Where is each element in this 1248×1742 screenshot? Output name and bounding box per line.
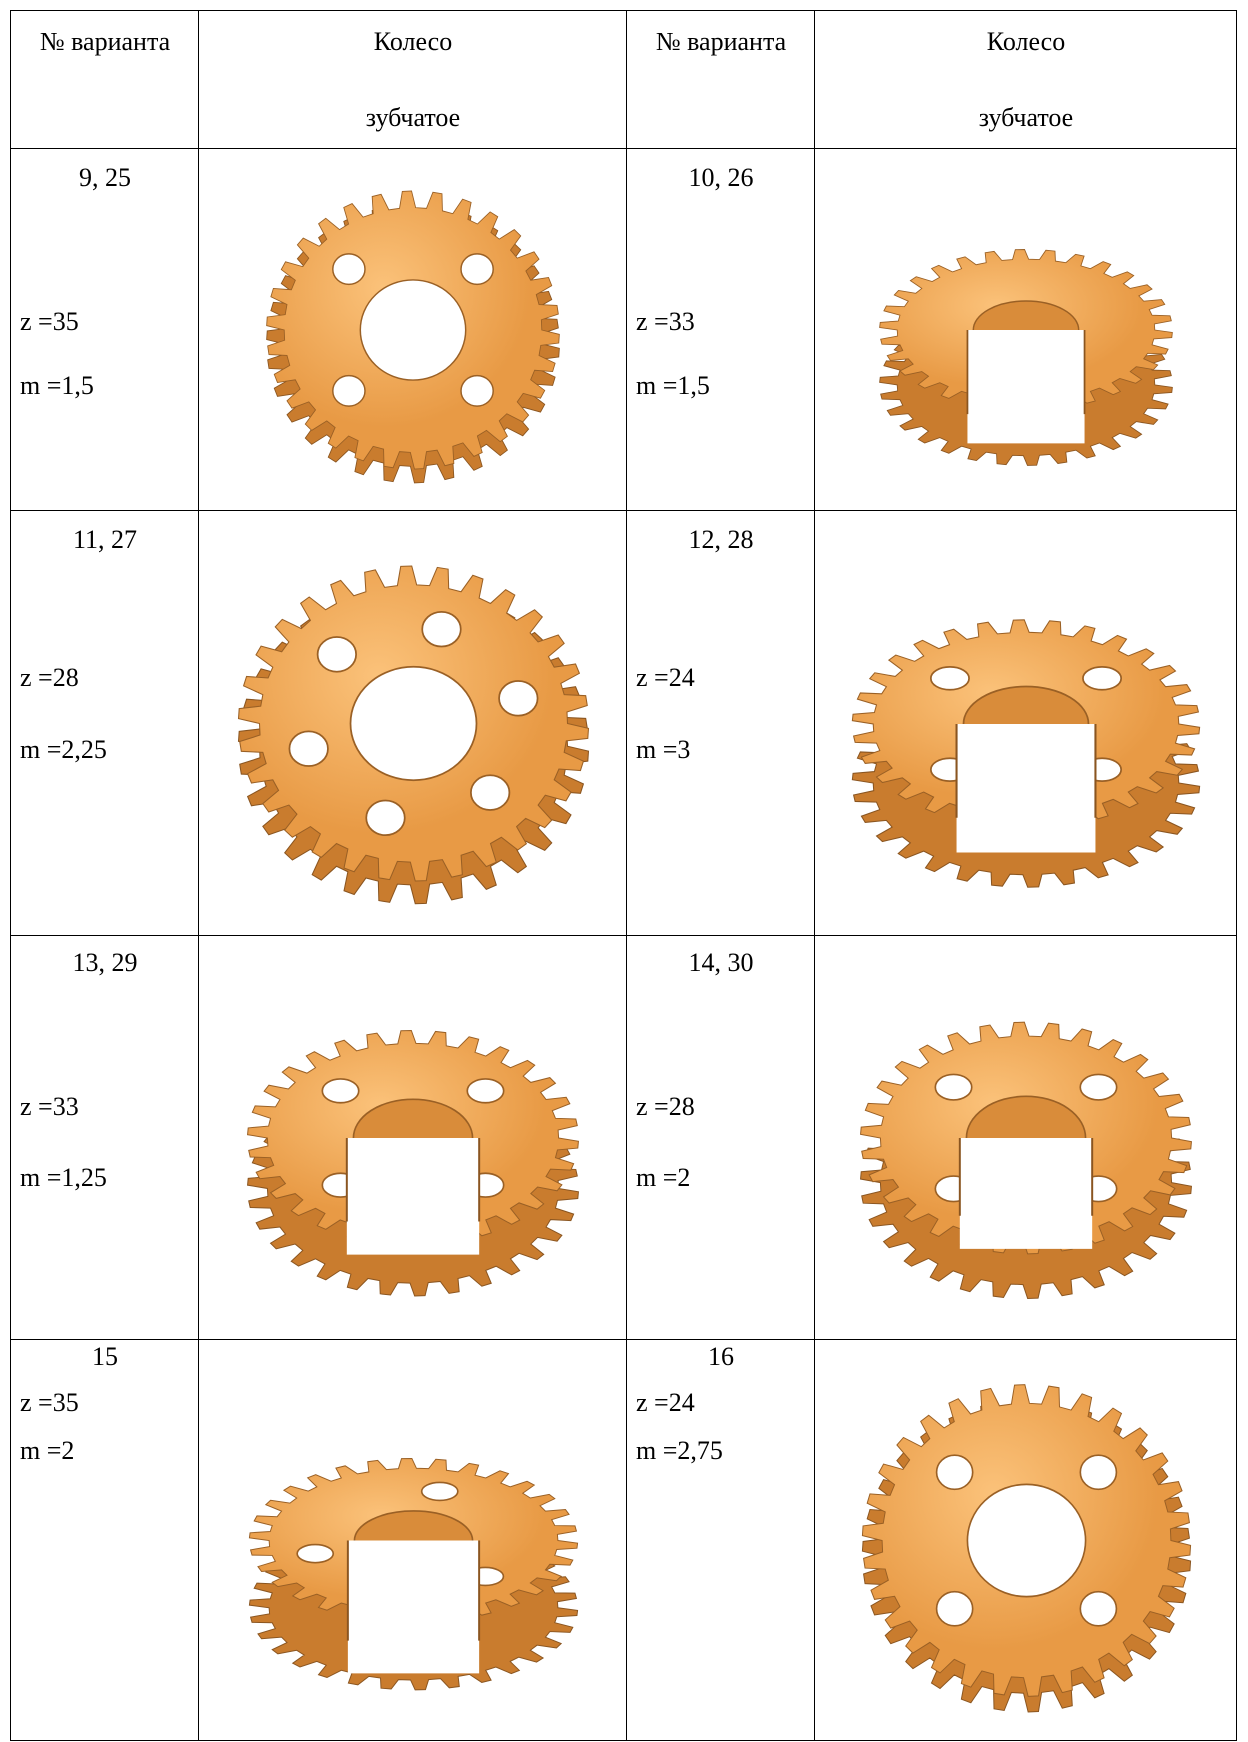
variant-number: 14, 30 bbox=[627, 948, 815, 978]
variant-number: 12, 28 bbox=[627, 525, 815, 555]
gear-image bbox=[844, 956, 1208, 1320]
module-m: m =2 bbox=[20, 1436, 74, 1466]
table-cell bbox=[626, 935, 815, 1340]
module-z: z =33 bbox=[636, 307, 695, 337]
variant-number: 16 bbox=[627, 1342, 815, 1372]
module-m: m =1,5 bbox=[636, 371, 710, 401]
module-z: z =24 bbox=[636, 1388, 695, 1418]
page: № вариантаКолесозубчатое№ вариантаКолесо… bbox=[0, 0, 1248, 1742]
header-text: Колесо bbox=[199, 27, 627, 57]
variant-number: 11, 27 bbox=[11, 525, 199, 555]
gear-image bbox=[233, 1360, 594, 1721]
variant-number: 13, 29 bbox=[11, 948, 199, 978]
gear-image bbox=[252, 169, 574, 491]
gear-image bbox=[846, 1360, 1207, 1721]
table-cell bbox=[10, 935, 199, 1340]
module-z: z =33 bbox=[20, 1092, 79, 1122]
module-m: m =2 bbox=[636, 1163, 690, 1193]
module-m: m =3 bbox=[636, 735, 690, 765]
module-m: m =2,75 bbox=[636, 1436, 723, 1466]
gear-image bbox=[231, 956, 595, 1320]
variant-number: 15 bbox=[11, 1342, 199, 1372]
module-z: z =24 bbox=[636, 663, 695, 693]
module-z: z =35 bbox=[20, 1388, 79, 1418]
module-m: m =2,25 bbox=[20, 735, 107, 765]
table-cell bbox=[626, 510, 815, 936]
table-cell bbox=[10, 510, 199, 936]
gear-image bbox=[865, 169, 1187, 491]
module-z: z =35 bbox=[20, 307, 79, 337]
header-text: зубчатое bbox=[199, 103, 627, 133]
module-m: m =1,25 bbox=[20, 1163, 107, 1193]
gear-image bbox=[221, 531, 606, 916]
module-m: m =1,5 bbox=[20, 371, 94, 401]
variant-number: 10, 26 bbox=[627, 163, 815, 193]
header-text: № варианта bbox=[627, 27, 815, 57]
header-text: Колесо bbox=[815, 27, 1237, 57]
header-text: № варианта bbox=[11, 27, 199, 57]
header-text: зубчатое bbox=[815, 103, 1237, 133]
module-z: z =28 bbox=[20, 663, 79, 693]
module-z: z =28 bbox=[636, 1092, 695, 1122]
gear-image bbox=[835, 533, 1217, 915]
variant-number: 9, 25 bbox=[11, 163, 199, 193]
